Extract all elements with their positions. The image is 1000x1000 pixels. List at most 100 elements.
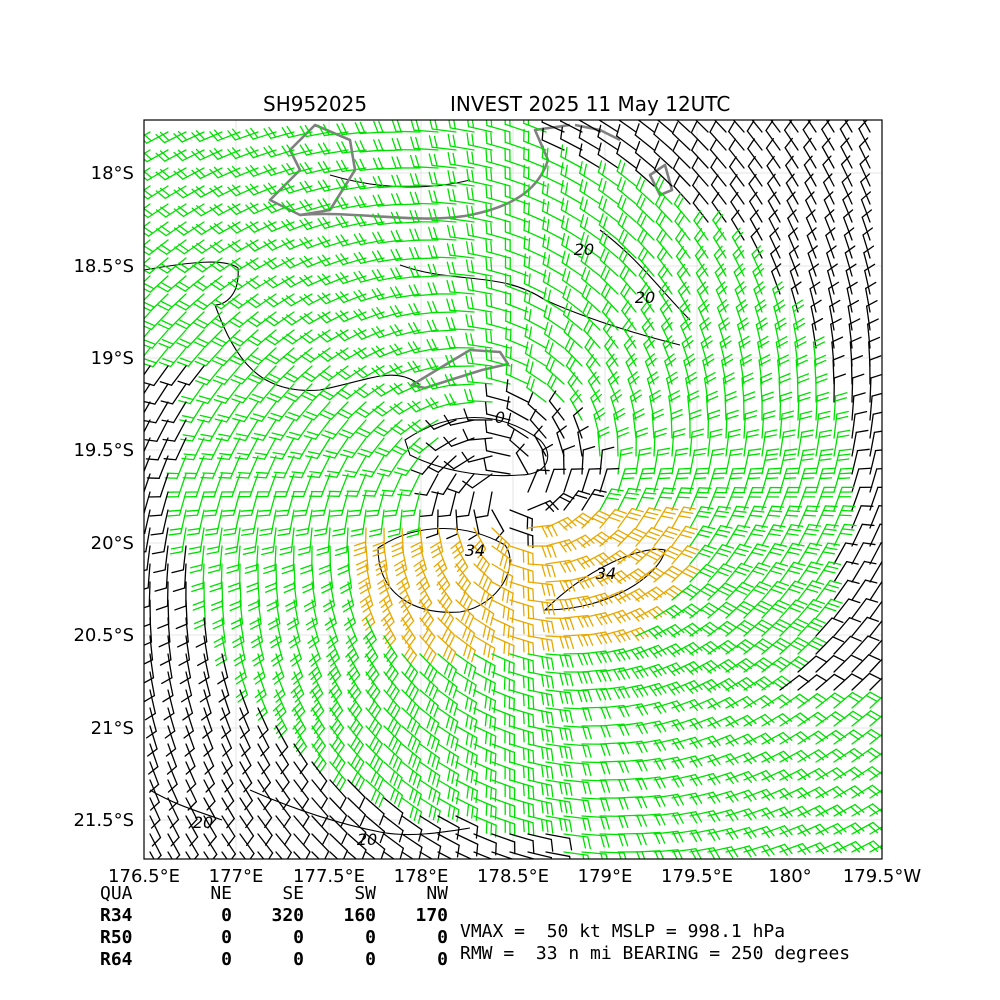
barb-shaft xyxy=(290,293,313,307)
barb-flag xyxy=(796,373,810,379)
barb-shaft xyxy=(212,455,223,479)
barb-flag xyxy=(470,278,474,292)
wind-barb xyxy=(221,491,241,517)
barb-shaft xyxy=(388,455,403,477)
barb-shaft xyxy=(577,431,583,457)
barb-flag xyxy=(509,428,515,441)
barb-flag xyxy=(250,146,259,157)
barb-shaft xyxy=(271,239,295,251)
wind-barb xyxy=(324,455,349,478)
barb-flag xyxy=(544,339,550,352)
barb-flag xyxy=(303,313,315,323)
barb-flag xyxy=(765,120,774,132)
barb-flag xyxy=(822,467,836,470)
wind-barb xyxy=(822,155,835,187)
barb-flag xyxy=(523,200,526,214)
barb-flag xyxy=(678,250,687,261)
barb-flag xyxy=(640,232,648,245)
barb-flag xyxy=(191,226,203,236)
wind-barb xyxy=(175,293,205,311)
barb-flag xyxy=(523,182,526,196)
wind-barb xyxy=(700,335,713,367)
barb-shaft xyxy=(241,365,259,385)
barb-flag xyxy=(675,477,689,480)
barb-flag xyxy=(195,205,207,214)
barb-flag xyxy=(532,588,535,602)
barb-flag xyxy=(318,373,330,382)
barb-shaft xyxy=(160,491,169,516)
barb-shaft xyxy=(254,527,259,553)
wind-barb xyxy=(465,259,493,277)
barb-shaft xyxy=(785,182,799,205)
barb-flag xyxy=(232,279,243,288)
barb-flag xyxy=(281,220,291,232)
barb-shaft xyxy=(164,167,187,181)
barb-flag xyxy=(452,152,456,166)
wind-barb xyxy=(769,227,781,259)
barb-flag xyxy=(195,167,206,177)
barb-shaft xyxy=(485,450,511,457)
barb-shaft xyxy=(732,253,745,277)
barb-shaft xyxy=(561,279,583,295)
barb-flag xyxy=(451,243,456,257)
barb-flag xyxy=(299,257,309,268)
wind-barb xyxy=(264,347,295,365)
wind-barb xyxy=(842,191,853,223)
wind-barb xyxy=(393,455,421,476)
barb-flag xyxy=(673,192,681,205)
barb-shaft xyxy=(231,473,241,498)
barb-shaft xyxy=(334,437,349,459)
wind-barb xyxy=(794,336,807,367)
wind-barb xyxy=(620,282,637,313)
barb-flag xyxy=(680,487,694,490)
wind-barb xyxy=(562,445,576,475)
barb-shaft xyxy=(380,383,403,397)
barb-shaft xyxy=(346,527,349,553)
barb-flag xyxy=(375,365,386,375)
barb-flag xyxy=(334,551,348,557)
barb-shaft xyxy=(359,203,385,209)
barb-flag xyxy=(354,410,367,418)
wind-barb xyxy=(702,353,715,385)
barb-flag xyxy=(825,227,836,237)
barb-flag xyxy=(263,298,275,308)
wind-barb xyxy=(751,245,764,277)
barb-flag xyxy=(787,510,801,513)
barb-shaft xyxy=(761,486,772,511)
wind-barb xyxy=(774,317,787,349)
wind-barb xyxy=(446,261,475,277)
barb-flag xyxy=(698,487,712,489)
barb-flag xyxy=(414,228,420,241)
wind-barb xyxy=(444,373,475,387)
barb-shaft xyxy=(826,252,835,277)
barb-shaft xyxy=(581,510,600,529)
barb-flag xyxy=(783,429,796,433)
barb-flag xyxy=(787,227,798,237)
barb-shaft xyxy=(504,284,529,295)
barb-flag xyxy=(197,337,210,345)
wind-barb xyxy=(689,409,702,439)
barb-shaft xyxy=(293,365,313,383)
barb-flag xyxy=(212,379,226,385)
barb-flag xyxy=(747,477,761,480)
wind-barb xyxy=(654,175,673,205)
barb-flag xyxy=(121,193,130,200)
contour-line xyxy=(404,417,549,477)
barb-flag xyxy=(546,201,550,215)
barb-flag xyxy=(453,550,465,559)
barb-flag xyxy=(776,340,789,348)
barb-flag xyxy=(396,156,402,169)
barb-shaft xyxy=(767,200,781,223)
barb-flag xyxy=(365,514,379,517)
barb-flag xyxy=(216,375,229,382)
barb-flag xyxy=(597,431,610,438)
barb-shaft xyxy=(485,469,511,475)
barb-shaft xyxy=(749,218,763,241)
wind-barb xyxy=(725,409,739,439)
barb-flag xyxy=(826,245,837,254)
barb-flag xyxy=(409,228,415,241)
wind-barb xyxy=(808,263,820,295)
barb-shaft xyxy=(288,149,313,157)
wind-barb xyxy=(157,293,187,312)
barb-shaft xyxy=(431,164,457,169)
